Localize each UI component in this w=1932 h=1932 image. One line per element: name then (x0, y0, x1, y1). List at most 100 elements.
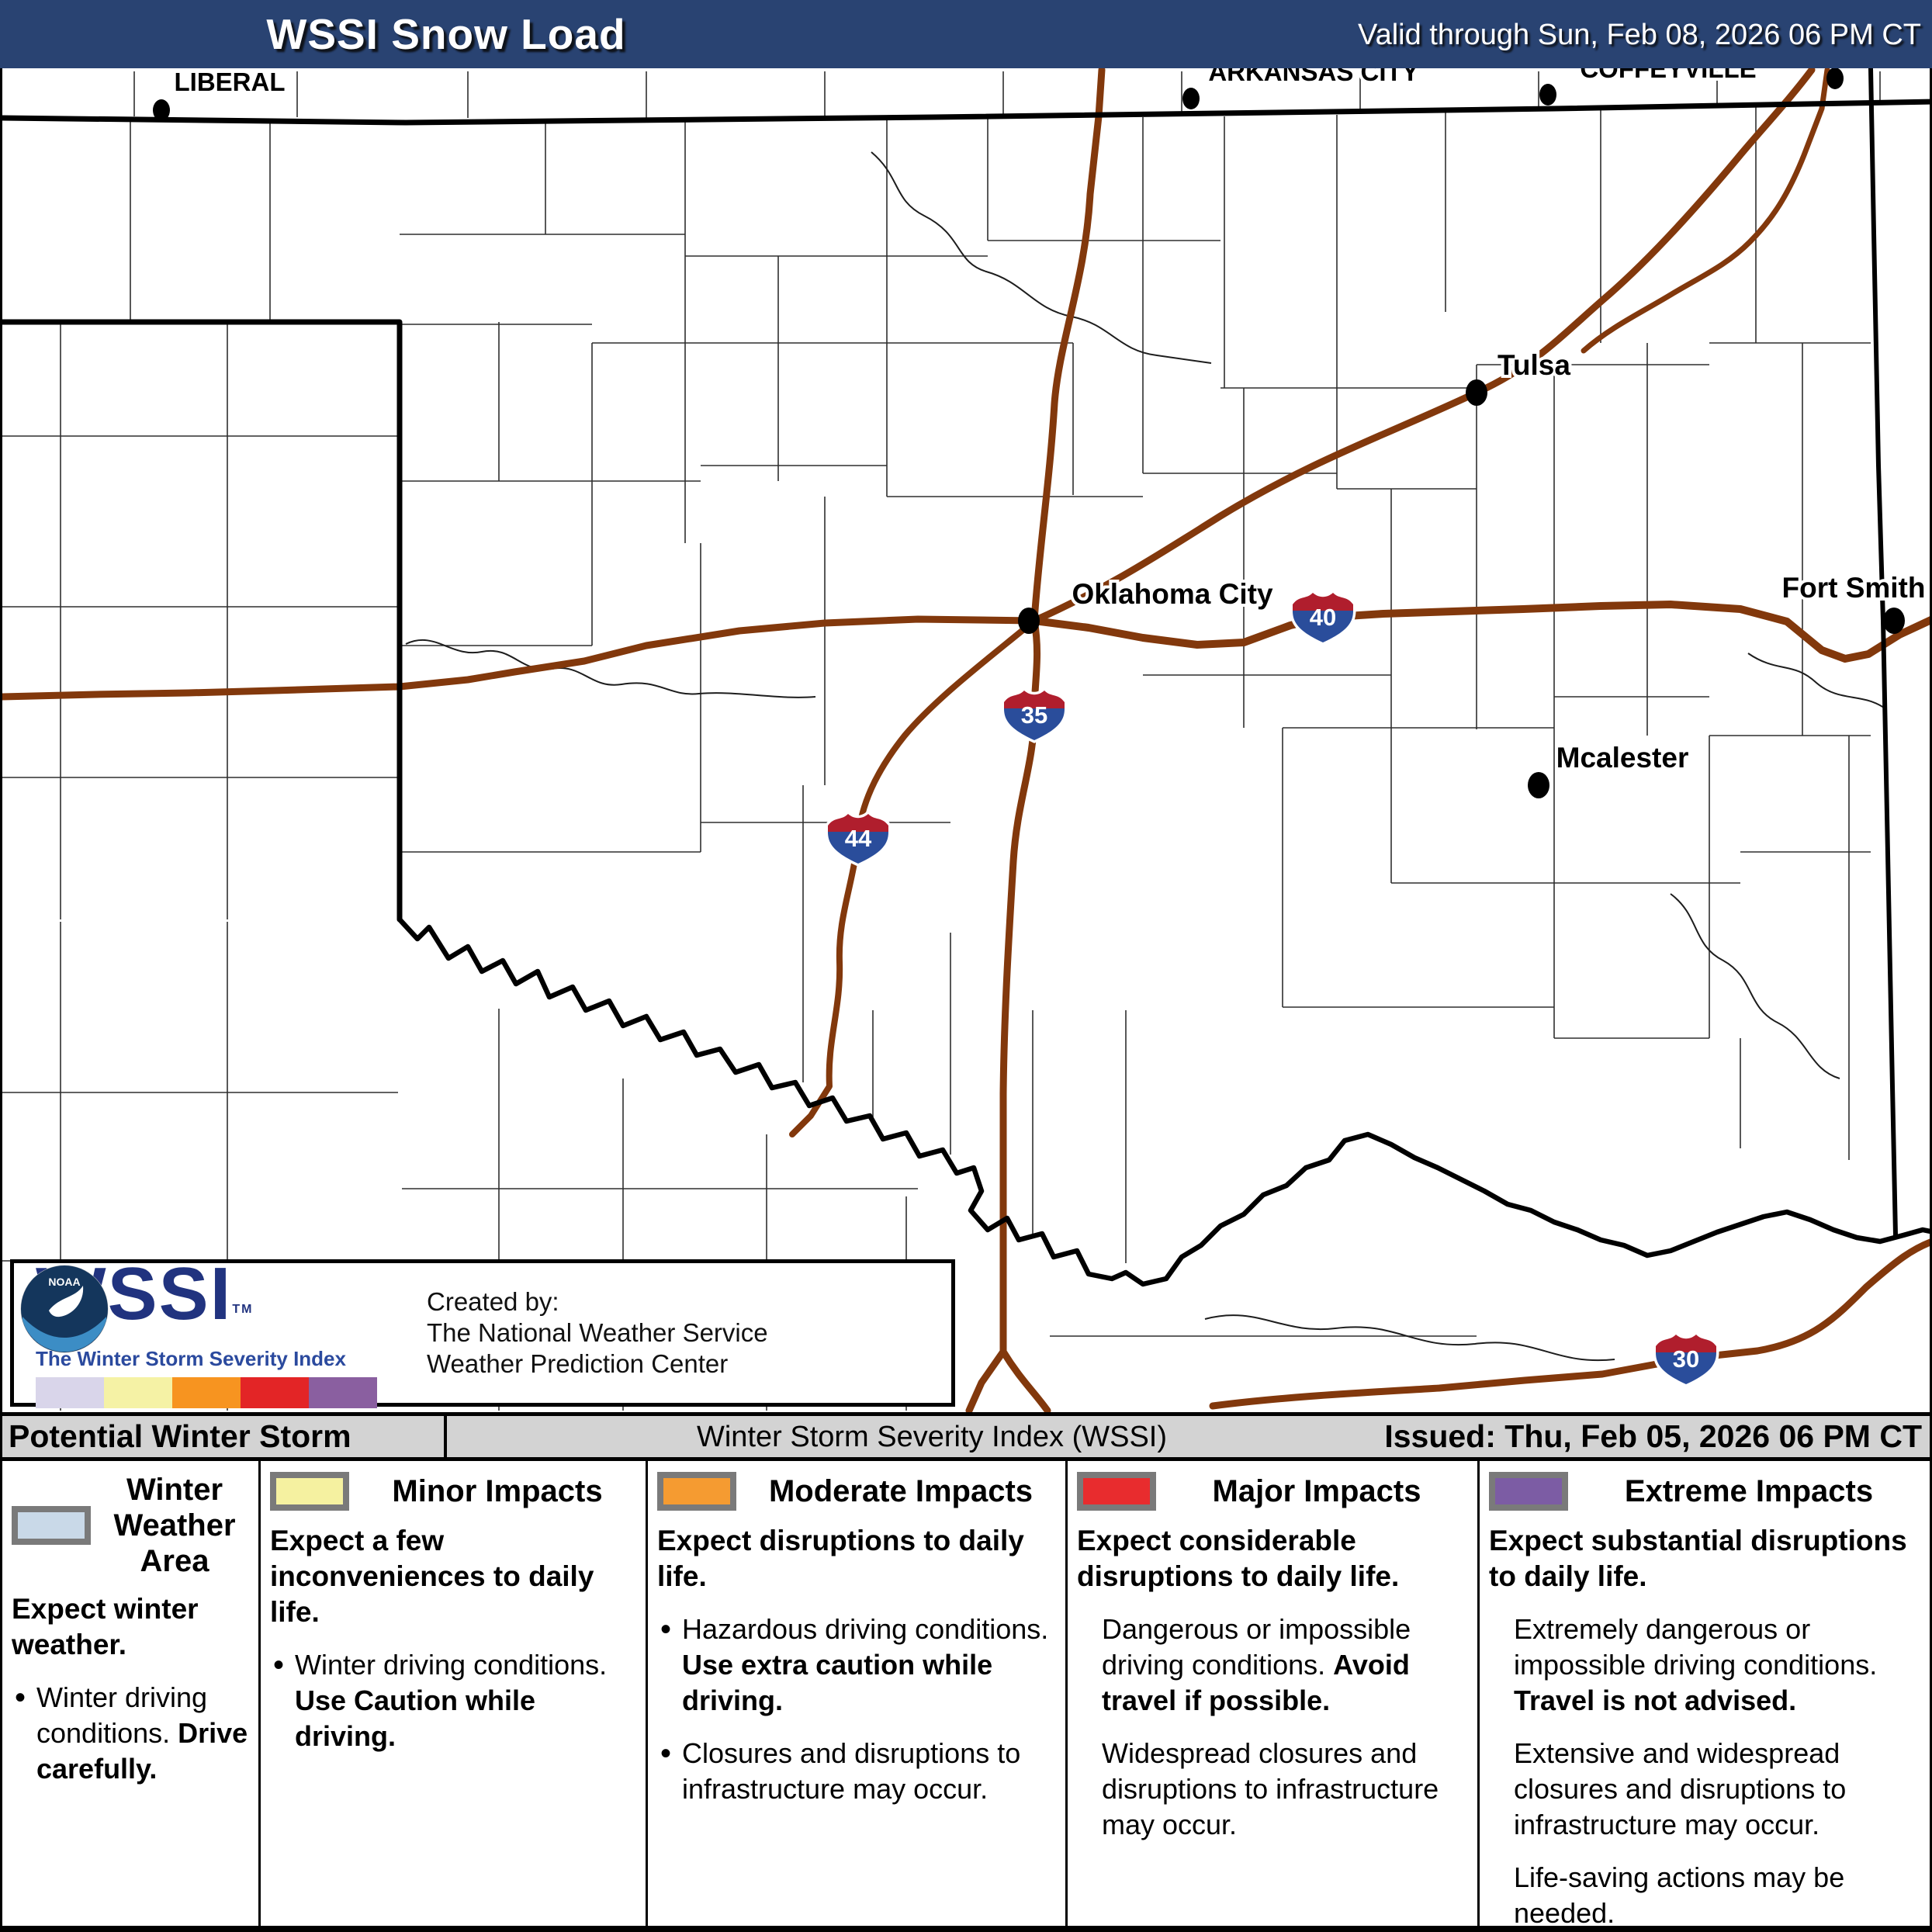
legend-item-plain: Winter driving conditions. (295, 1649, 608, 1681)
legend-color-swatch (1489, 1472, 1568, 1511)
legend-item-text: Widespread closures and disruptions to i… (1077, 1736, 1470, 1843)
created-by-line: Created by: (427, 1287, 559, 1316)
road-i30 (1209, 1238, 1930, 1410)
city-layer: LIBERAL ARKANSAS CITY COFFEYVILLE Tulsa Okla… (153, 68, 1928, 798)
city-dot (1883, 608, 1905, 634)
status-bar-title: Potential Winter Storm Impacts (2, 1416, 447, 1494)
city-dot (1018, 608, 1040, 634)
legend-header-label: Minor Impacts (392, 1474, 603, 1508)
legend-item-text: Winter driving conditions. Drive careful… (12, 1680, 251, 1787)
legend-item-plain: Hazardous driving conditions. (682, 1613, 1049, 1645)
legend-column-minor-impacts: Minor Impacts Expect a few inconveniences… (258, 1461, 646, 1926)
legend-intro-text: Expect considerable disruptions to daily… (1077, 1525, 1400, 1592)
city-dot (1528, 772, 1549, 798)
legend-column-extreme-impacts: Extreme Impacts Expect substantial disrup… (1477, 1461, 1930, 1929)
wssi-map: LIBERAL ARKANSAS CITY COFFEYVILLE Tulsa Okla… (0, 68, 1932, 1416)
county-lines-main (400, 107, 1871, 1411)
legend-item-bold: Use Caution while driving. (295, 1684, 536, 1752)
interstate-shield-icon: 44 (825, 810, 892, 867)
legend-item-plain: Winter driving conditions. (36, 1681, 208, 1749)
created-by-line: Weather Prediction Center (427, 1349, 729, 1378)
severity-color-swatch (104, 1376, 172, 1408)
legend-item-text: Hazardous driving conditions. Use extra … (657, 1612, 1058, 1719)
map-canvas: LIBERAL ARKANSAS CITY COFFEYVILLE Tulsa Okla… (2, 68, 1930, 1412)
shield-shape (1656, 1335, 1716, 1352)
shield-shape (828, 814, 888, 832)
legend-item-text: Dangerous or impossible driving conditio… (1077, 1612, 1470, 1719)
legend-item-bold: Use extra caution while driving. (682, 1649, 993, 1716)
legend-item-plain: Extensive and widespread closures and di… (1514, 1737, 1847, 1840)
city-dot (1466, 379, 1487, 406)
noaa-logo-icon: NOAA (21, 1265, 108, 1352)
legend-item-text: Closures and disruptions to infrastructu… (657, 1736, 1058, 1807)
attribution-box: WSSITM The Winter Storm Severity Index N… (10, 1256, 955, 1408)
legend-header-label: Winter Weather Area (113, 1473, 236, 1578)
road-i44-northeast (1030, 68, 1816, 625)
legend-header-row: Minor Impacts (270, 1472, 638, 1511)
legend-header-row: Moderate Impacts (657, 1472, 1058, 1511)
svg-text:NOAA: NOAA (48, 1276, 80, 1288)
status-bar-subtitle: Winter Storm Severity Index (WSSI) (697, 1421, 1168, 1453)
severity-color-swatch (36, 1376, 104, 1408)
shield-shape (1004, 708, 1065, 740)
road-us169 (1581, 68, 1830, 354)
shield-route-number: 40 (1310, 604, 1336, 631)
legend-intro-text: Expect disruptions to daily life. (657, 1525, 1024, 1592)
shield-route-number: 44 (845, 825, 872, 852)
road-i40-east (1030, 601, 1930, 663)
legend-column-major-impacts: Major Impacts Expect considerable disrupt… (1065, 1461, 1477, 1926)
state-borders (2, 68, 1930, 1287)
legend-item-text: Extensive and widespread closures and di… (1489, 1736, 1922, 1843)
legend-item-text: Winter driving conditions. Use Caution w… (270, 1647, 638, 1754)
shield-shape (828, 832, 888, 864)
city-label: Mcalester (1556, 742, 1689, 774)
legend-item-text: Extremely dangerous or impossible drivin… (1489, 1612, 1922, 1719)
trademark-symbol: TM (232, 1302, 254, 1316)
legend-item-plain: Life-saving actions may be needed. (1514, 1861, 1845, 1929)
legend-header-row: Winter Weather Area (12, 1472, 251, 1579)
legend-item-plain: Widespread closures and disruptions to i… (1102, 1737, 1439, 1840)
city-dot (153, 99, 170, 121)
county-lines-kansas (133, 71, 1881, 118)
issued-timestamp: Issued: Thu, Feb 05, 2026 06 PM CT (1384, 1418, 1922, 1454)
road-i35-south (965, 617, 1051, 1412)
city-label: COFFEYVILLE (1580, 68, 1756, 83)
city-label: Tulsa (1497, 349, 1570, 381)
shield-route-number: 35 (1021, 701, 1047, 729)
legend-header-label: Moderate Impacts (768, 1474, 1034, 1508)
city-dot (1826, 68, 1844, 89)
city-label: Oklahoma City (1072, 578, 1272, 610)
legend-item-bold: Travel is not advised. (1514, 1684, 1797, 1716)
legend-header-label: Major Impacts (1212, 1474, 1421, 1508)
wssi-severity-colorbar (36, 1376, 377, 1408)
status-bar: Potential Winter Storm Impacts Winter St… (0, 1416, 1932, 1494)
interstate-shield-icon: 35 (1001, 687, 1068, 743)
created-by-text: Created by: The National Weather Service… (427, 1286, 768, 1380)
legend-item-plain: Extremely dangerous or impossible drivin… (1514, 1613, 1878, 1681)
legend-item-plain: Dangerous or impossible driving conditio… (1102, 1613, 1411, 1681)
shield-shape (1293, 611, 1353, 642)
shield-shape (1656, 1352, 1716, 1384)
shield-shape (1004, 691, 1065, 708)
page-title: WSSI Snow Load (266, 10, 626, 58)
city-label: Fort Smith (1782, 572, 1926, 604)
city-dot (1182, 88, 1200, 109)
road-i44-southwest (789, 618, 1037, 1137)
interstate-shield-layer: 40 35 44 30 (825, 589, 1719, 1387)
legend-item-bold: Drive carefully. (36, 1717, 248, 1785)
legend-color-swatch (270, 1472, 349, 1511)
shield-shape (1293, 593, 1353, 611)
legend-column-moderate-impacts: Moderate Impacts Expect disruptions to da… (646, 1461, 1065, 1926)
legend-intro-text: Expect substantial disruptions to daily … (1489, 1525, 1907, 1592)
texas-panhandle-border (2, 319, 403, 923)
kansas-border (2, 99, 1930, 126)
severity-color-swatch (172, 1376, 241, 1408)
legend-header-label: Extreme Impacts (1624, 1474, 1874, 1508)
city-label: LIBERAL (175, 68, 286, 96)
severity-color-swatch (309, 1376, 377, 1408)
legend-item-bold: Avoid travel if possible. (1102, 1649, 1410, 1716)
wssi-logo-subtitle: The Winter Storm Severity Index (36, 1346, 346, 1370)
legend-color-swatch (12, 1506, 91, 1545)
red-river-border (396, 916, 1930, 1287)
